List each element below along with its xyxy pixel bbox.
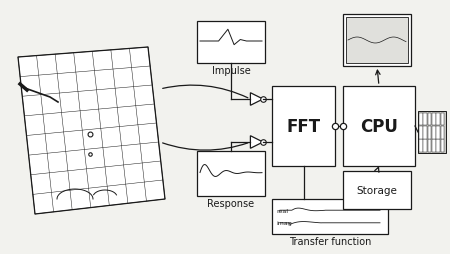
Polygon shape xyxy=(18,48,165,214)
Bar xyxy=(423,113,427,126)
FancyBboxPatch shape xyxy=(272,199,388,234)
Text: Response: Response xyxy=(207,198,255,208)
Bar xyxy=(441,140,444,152)
Text: imag: imag xyxy=(276,220,292,225)
Bar xyxy=(419,127,423,139)
FancyBboxPatch shape xyxy=(343,87,415,166)
Bar xyxy=(428,127,431,139)
Bar xyxy=(441,127,444,139)
Text: FFT: FFT xyxy=(287,118,320,135)
Bar xyxy=(436,113,440,126)
FancyBboxPatch shape xyxy=(418,112,446,153)
Bar xyxy=(423,140,427,152)
FancyArrowPatch shape xyxy=(163,86,248,98)
Polygon shape xyxy=(250,136,263,149)
FancyBboxPatch shape xyxy=(197,22,265,64)
FancyBboxPatch shape xyxy=(197,151,265,196)
FancyBboxPatch shape xyxy=(272,87,335,166)
Bar xyxy=(428,140,431,152)
Bar xyxy=(436,140,440,152)
FancyBboxPatch shape xyxy=(343,15,411,67)
FancyArrowPatch shape xyxy=(162,143,248,151)
FancyBboxPatch shape xyxy=(346,18,408,64)
Text: Impulse: Impulse xyxy=(212,66,250,76)
Bar xyxy=(428,113,431,126)
Bar xyxy=(432,127,436,139)
Bar xyxy=(432,140,436,152)
Text: real: real xyxy=(276,208,288,213)
Bar xyxy=(423,127,427,139)
FancyBboxPatch shape xyxy=(343,171,411,209)
Bar xyxy=(419,113,423,126)
Bar xyxy=(441,113,444,126)
Bar xyxy=(436,127,440,139)
Text: CPU: CPU xyxy=(360,118,398,135)
Polygon shape xyxy=(250,93,263,106)
Text: Storage: Storage xyxy=(356,185,397,195)
Bar xyxy=(432,113,436,126)
Bar xyxy=(419,140,423,152)
Text: Transfer function: Transfer function xyxy=(289,236,371,246)
